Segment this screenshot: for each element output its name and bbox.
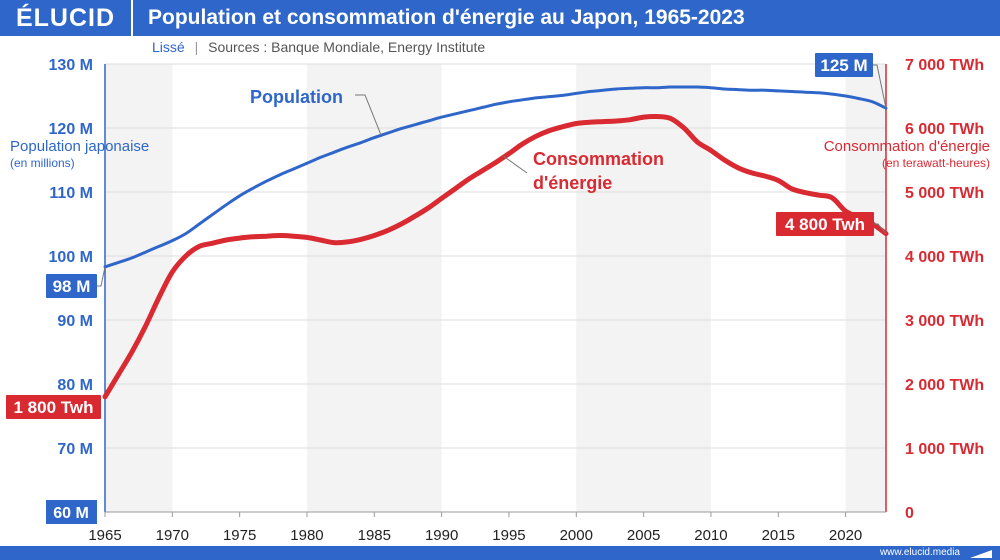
population-start-leader [97,266,106,287]
population-end-leader [873,64,887,109]
energy-series-label-line1: Consommation [533,149,664,169]
energy-series-line [102,113,889,400]
energy-series-label-line2: d'énergie [533,173,612,193]
shaded-band [306,64,442,512]
x-tick-label: 1975 [223,527,256,544]
population-start-badge: 98 M [53,277,91,296]
x-tick-label: 1985 [358,527,391,544]
sources-label: Sources : Banque Mondiale, Energy Instit… [208,39,486,55]
right-tick-label: 2 000 TWh [905,377,984,394]
population-end-badge-box [815,53,873,77]
smoothed-label: Lissé [152,39,185,55]
energy-end-badge-box [776,212,874,236]
x-tick-label: 2020 [829,527,862,544]
shaded-band [576,64,711,512]
population-series-line [103,85,888,269]
x-tick-label: 2010 [694,527,727,544]
left-tick-badge [46,500,97,524]
energy-leader-line [503,155,528,174]
right-axis-sublabel: (en terawatt-heures) [882,156,990,170]
population-start-badge-box [46,274,97,298]
left-axis-label: Population japonaise [10,138,149,155]
right-tick-label: 6 000 TWh [905,121,984,138]
chart-subtitle: Lissé | Sources : Banque Mondiale, Energ… [152,39,485,55]
right-tick-label: 0 [905,505,914,522]
left-tick-label: 120 M [49,121,93,138]
x-tick-label: 2005 [627,527,660,544]
shaded-band [845,64,886,512]
footer-bar [0,546,1000,560]
x-tick-label: 2015 [762,527,795,544]
energy-start-badge: 1 800 Twh [14,398,94,417]
x-tick-label: 1965 [88,527,121,544]
population-leader-line [355,94,382,136]
right-tick-label: 1 000 TWh [905,441,984,458]
header-bar [0,0,1000,36]
left-tick-label: 100 M [49,249,93,266]
energy-start-badge-box [6,395,101,419]
x-tick-label: 1970 [156,527,189,544]
x-tick-label: 1980 [290,527,323,544]
subtitle-separator: | [194,39,199,55]
left-axis-sublabel: (en millions) [10,156,75,170]
chart-title: Population et consommation d'énergie au … [148,6,745,29]
population-end-badge: 125 M [820,56,867,75]
right-axis-label: Consommation d'énergie [824,138,990,155]
left-tick-label: 80 M [57,377,93,394]
population-series-label: Population [250,87,343,107]
left-tick-label: 110 M [49,185,93,202]
left-tick-label: 130 M [49,57,93,74]
footer-url[interactable]: www.elucid.media [879,547,960,558]
right-tick-label: 4 000 TWh [905,249,984,266]
brand-logo[interactable]: ÉLUCID [0,0,133,36]
x-tick-label: 1990 [425,527,458,544]
elucid-footer-icon [970,550,992,558]
x-tick-label: 2000 [560,527,593,544]
right-tick-label: 3 000 TWh [905,313,984,330]
left-tick-label: 70 M [57,441,93,458]
left-tick-label: 60 M [53,505,89,522]
energy-end-leader [874,223,887,234]
x-tick-label: 1995 [492,527,525,544]
energy-end-badge: 4 800 Twh [785,215,865,234]
right-tick-label: 7 000 TWh [905,57,984,74]
right-tick-label: 5 000 TWh [905,185,984,202]
left-tick-label: 90 M [57,313,93,330]
